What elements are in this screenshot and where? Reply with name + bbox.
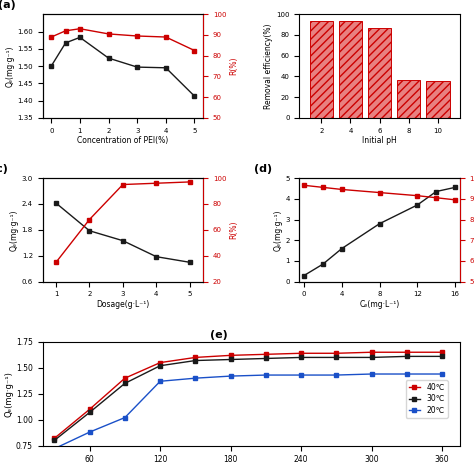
20℃	[404, 371, 410, 377]
Text: (c): (c)	[0, 164, 8, 174]
20℃	[192, 375, 198, 381]
Y-axis label: Qₑ(mg·g⁻¹): Qₑ(mg·g⁻¹)	[273, 209, 283, 251]
Line: 30℃: 30℃	[52, 354, 444, 442]
Y-axis label: R(%): R(%)	[229, 220, 238, 239]
X-axis label: Dosage(g·L⁻¹): Dosage(g·L⁻¹)	[96, 300, 149, 309]
40℃	[439, 349, 445, 355]
40℃	[228, 353, 234, 358]
Bar	[426, 81, 449, 118]
40℃	[334, 350, 339, 356]
30℃	[228, 356, 234, 362]
20℃	[122, 415, 128, 420]
30℃	[439, 354, 445, 359]
30℃	[192, 358, 198, 364]
30℃	[334, 355, 339, 360]
30℃	[157, 363, 163, 369]
30℃	[369, 355, 374, 360]
Y-axis label: Qₑ(mg·g⁻¹): Qₑ(mg·g⁻¹)	[4, 371, 13, 417]
X-axis label: Concentration of PEI(%): Concentration of PEI(%)	[77, 137, 168, 146]
20℃	[369, 371, 374, 377]
20℃	[157, 378, 163, 384]
Y-axis label: Qₑ(mg·g⁻¹): Qₑ(mg·g⁻¹)	[5, 46, 14, 87]
20℃	[263, 372, 269, 378]
30℃	[404, 354, 410, 359]
40℃	[263, 352, 269, 357]
Bar	[339, 21, 362, 118]
Text: (a): (a)	[0, 0, 16, 10]
Bar	[310, 21, 333, 118]
X-axis label: Initial pH: Initial pH	[362, 137, 397, 146]
40℃	[298, 350, 304, 356]
20℃	[298, 372, 304, 378]
40℃	[404, 349, 410, 355]
20℃	[228, 373, 234, 379]
20℃	[439, 371, 445, 377]
40℃	[87, 406, 92, 412]
20℃	[87, 429, 92, 435]
20℃	[334, 372, 339, 378]
Line: 40℃: 40℃	[52, 350, 444, 440]
40℃	[52, 436, 57, 441]
30℃	[122, 381, 128, 386]
Y-axis label: Qₑ(mg·g⁻¹): Qₑ(mg·g⁻¹)	[10, 209, 19, 251]
30℃	[52, 438, 57, 443]
30℃	[87, 410, 92, 415]
Bar	[397, 80, 420, 118]
Y-axis label: R(%): R(%)	[229, 57, 238, 75]
20℃	[52, 446, 57, 452]
Text: (d): (d)	[255, 164, 273, 174]
Y-axis label: Removal efficiency(%): Removal efficiency(%)	[264, 23, 273, 109]
40℃	[122, 375, 128, 381]
X-axis label: Cₑ(mg·L⁻¹): Cₑ(mg·L⁻¹)	[359, 300, 400, 309]
Line: 20℃: 20℃	[52, 372, 444, 451]
30℃	[263, 356, 269, 361]
Bar	[368, 27, 391, 118]
30℃	[298, 355, 304, 360]
Legend: 40℃, 30℃, 20℃: 40℃, 30℃, 20℃	[406, 380, 447, 418]
40℃	[369, 349, 374, 355]
Text: (e): (e)	[210, 330, 227, 340]
40℃	[157, 360, 163, 365]
40℃	[192, 355, 198, 360]
